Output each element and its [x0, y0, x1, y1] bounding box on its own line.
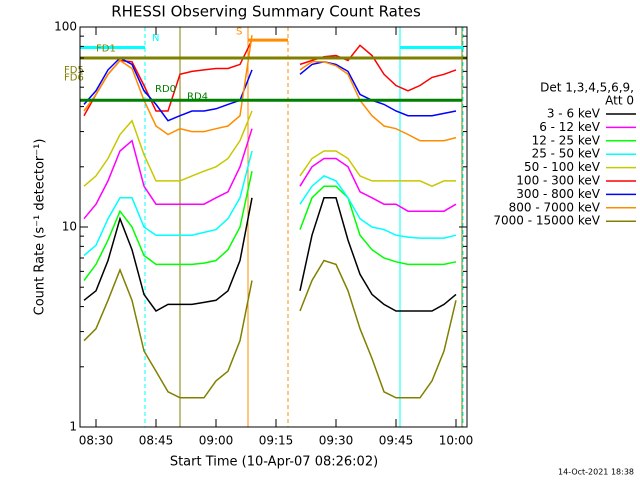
annotation: FD1 [96, 44, 116, 55]
x-tick-label: 08:45 [139, 434, 174, 448]
series-line [83, 110, 456, 188]
annotation: FD5 [64, 65, 84, 76]
legend-label: 25 - 50 keV [532, 147, 601, 161]
y-tick-label: 1 [69, 420, 77, 434]
y-tick-label: 10 [62, 220, 77, 234]
x-tick-label: 10:00 [439, 434, 474, 448]
annotation: RD0 [155, 84, 176, 95]
legend-label: 300 - 800 keV [516, 187, 600, 201]
legend-title: Att 0 [605, 94, 634, 108]
x-tick-label: 09:00 [199, 434, 234, 448]
chart-title: RHESSI Observing Summary Count Rates [111, 3, 421, 21]
series-line [83, 171, 457, 281]
annotation: RD4 [187, 91, 208, 102]
footer: 14-Oct-2021 18:38 [558, 468, 634, 477]
legend-label: 3 - 6 keV [547, 107, 601, 121]
legend-label: 6 - 12 keV [539, 120, 601, 134]
x-tick-label: 09:30 [319, 434, 354, 448]
x-tick-label: 09:45 [379, 434, 414, 448]
x-tick-label: 09:15 [259, 434, 294, 448]
series-line [83, 128, 457, 220]
annotation: FD6 [64, 72, 84, 83]
y-axis-label: Count Rate (s⁻¹ detector⁻¹) [33, 139, 48, 316]
x-tick-label: 08:30 [79, 434, 114, 448]
series-line [83, 197, 457, 312]
legend-label: 7000 - 15000 keV [493, 214, 600, 228]
series-line [83, 35, 457, 142]
legend-label: 12 - 25 keV [532, 133, 601, 147]
legend-label: 800 - 7000 keV [509, 200, 601, 214]
series-line [83, 150, 457, 257]
legend-title: Det 1,3,4,5,6,9, [540, 81, 634, 95]
annotation: N [152, 33, 159, 44]
series-line [83, 259, 457, 399]
annotation: S [236, 26, 242, 37]
x-axis-label: Start Time (10-Apr-07 08:26:02) [170, 455, 378, 470]
legend-label: 50 - 100 keV [524, 160, 601, 174]
legend-label: 100 - 300 keV [516, 174, 600, 188]
y-tick-label: 100 [54, 20, 77, 34]
